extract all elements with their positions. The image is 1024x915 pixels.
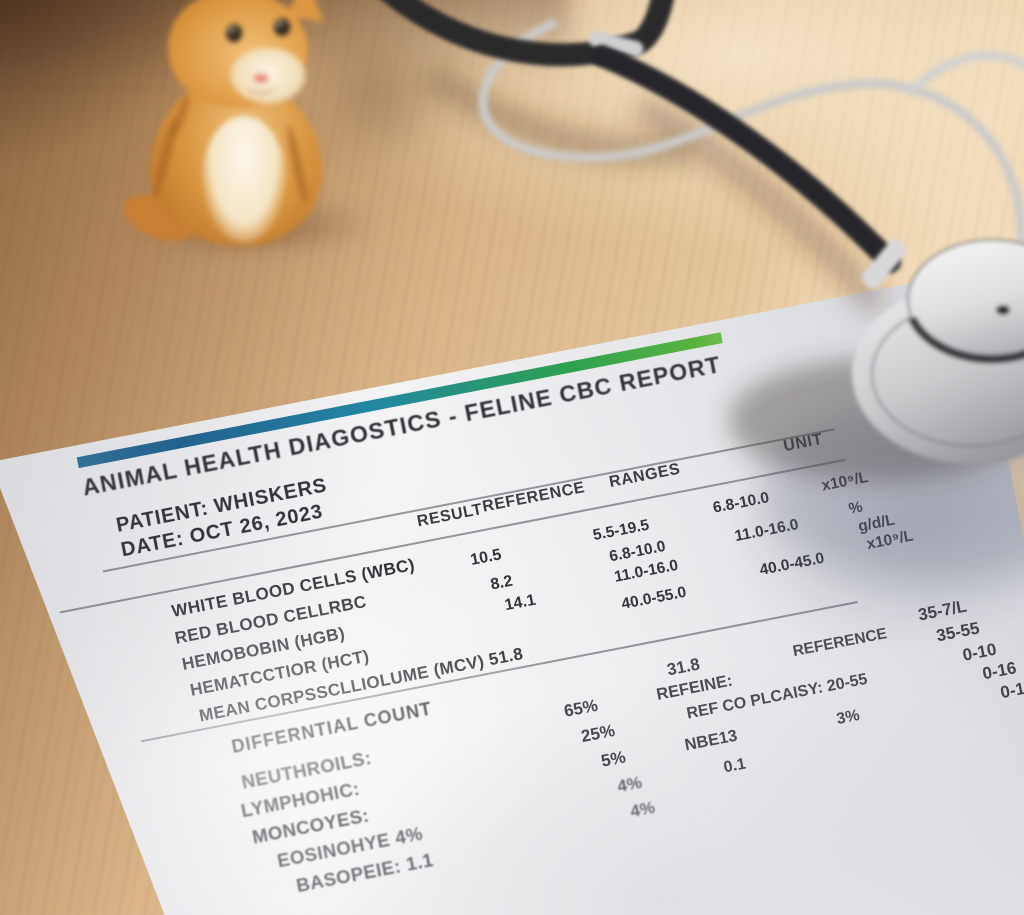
cable-connector bbox=[588, 31, 644, 57]
range2-wbc: 6.8-10.0 bbox=[711, 489, 771, 517]
cat-muzzle bbox=[230, 48, 306, 104]
range2-rbc: 11.0-16.0 bbox=[733, 516, 801, 546]
row-label-rbc: RED BLOOD CELLRBC bbox=[173, 591, 369, 648]
diff-right-line-4: 3% bbox=[835, 706, 862, 729]
cat-eye-right bbox=[274, 18, 290, 36]
cat-chest bbox=[202, 116, 286, 242]
cat-eye-left bbox=[226, 24, 242, 42]
unit-hgb: g/d/L bbox=[856, 511, 897, 536]
result-wbc: 10.5 bbox=[469, 546, 503, 569]
date-line: DATE: OCT 26, 2023 bbox=[119, 500, 325, 562]
report-accent-bar bbox=[77, 332, 723, 468]
unit-rbc: % bbox=[847, 498, 865, 518]
stem-connector bbox=[862, 239, 906, 289]
diff-right-line-6: 0.1 bbox=[722, 755, 748, 777]
diff-label-neutrophils: NEUTHROILS: bbox=[239, 746, 374, 793]
patient-line: PATIENT: WHISKERS bbox=[114, 474, 329, 537]
diff-label-eosinophils: EOSINOHYE 4% bbox=[275, 822, 425, 872]
diff-right-line-2: REFERENCE bbox=[791, 625, 889, 661]
column-header-unit: UNIT bbox=[782, 430, 825, 456]
black-tube-main bbox=[591, 45, 901, 273]
diff-range-1: 35-7/L bbox=[916, 596, 969, 625]
diff-right-value: 31.8 bbox=[665, 654, 702, 680]
table-header-rule bbox=[60, 459, 846, 614]
unit-hct: x10⁹/L bbox=[865, 527, 915, 554]
diff-value-neutrophils: 65% bbox=[562, 695, 600, 721]
range2-hgb: 40.0-45.0 bbox=[758, 549, 826, 579]
diff-range-2: 35-55 bbox=[934, 618, 982, 646]
diff-label-monocytes: MONCOYES: bbox=[250, 804, 371, 848]
cat-figurine bbox=[117, 0, 342, 251]
diff-right-line-3: REF CO PLCAISY: 20-55 bbox=[685, 670, 869, 723]
column-header-reference-ranges: REFERENCE RANGES bbox=[481, 460, 682, 516]
diff-right-line-5: NBE13 bbox=[683, 726, 739, 755]
table-top-rule bbox=[103, 428, 835, 572]
range1-rbc: 6.8-10.0 bbox=[607, 537, 667, 566]
diff-right-line-1: REFEINE: bbox=[655, 671, 735, 704]
diff-range-4: 0-16 bbox=[980, 658, 1018, 684]
diff-label-basophils: BASOPEIE: 1.1 bbox=[294, 848, 436, 897]
row-label-hgb: HEMOBOBIN (HGB) bbox=[180, 623, 347, 674]
cat-mouth bbox=[246, 78, 276, 94]
diff-range-3: 0-10 bbox=[960, 639, 999, 665]
diff-value-lymphocytes: 25% bbox=[579, 720, 617, 747]
differential-top-rule bbox=[141, 601, 858, 742]
diff-range-5: 0-1 bbox=[998, 678, 1024, 703]
range1-hct: 40.0-55.0 bbox=[620, 583, 688, 613]
range1-hgb: 11.0-16.0 bbox=[612, 556, 680, 586]
unit-wbc: x10⁹/L bbox=[820, 468, 870, 495]
differential-heading: DIFFERNTIAL COUNT bbox=[229, 698, 434, 757]
result-rbc: 8.2 bbox=[489, 572, 515, 594]
result-hgb: 14.1 bbox=[503, 591, 538, 615]
gray-cable-top bbox=[904, 51, 1024, 98]
cbc-report-paper: ANIMAL HEALTH DIAGOSTICS - FELINE CBC RE… bbox=[0, 271, 1024, 915]
diff-value-eosinophils: 4% bbox=[615, 772, 644, 797]
row-label-wbc: WHITE BLOOD CELLS (WBC) bbox=[170, 555, 417, 621]
report-title: ANIMAL HEALTH DIAGOSTICS - FELINE CBC RE… bbox=[80, 351, 724, 501]
tube-shadow bbox=[633, 93, 889, 317]
row-label-mcv: MEAN CORPSSCLLIOLUME (MCV) 51.8 bbox=[197, 643, 525, 726]
column-header-result: RESULT bbox=[415, 501, 485, 531]
row-label-hct: HEMATCCTIOR (HCT) bbox=[188, 646, 371, 700]
diff-value-monocytes: 5% bbox=[599, 747, 628, 771]
tube-shadow bbox=[422, 63, 693, 166]
chestpiece-port bbox=[996, 305, 1010, 315]
range1-wbc: 5.5-19.5 bbox=[591, 516, 651, 545]
diff-label-lymphocytes: LYMPHOHIC: bbox=[239, 777, 362, 822]
diff-value-basophils: 4% bbox=[628, 797, 657, 822]
